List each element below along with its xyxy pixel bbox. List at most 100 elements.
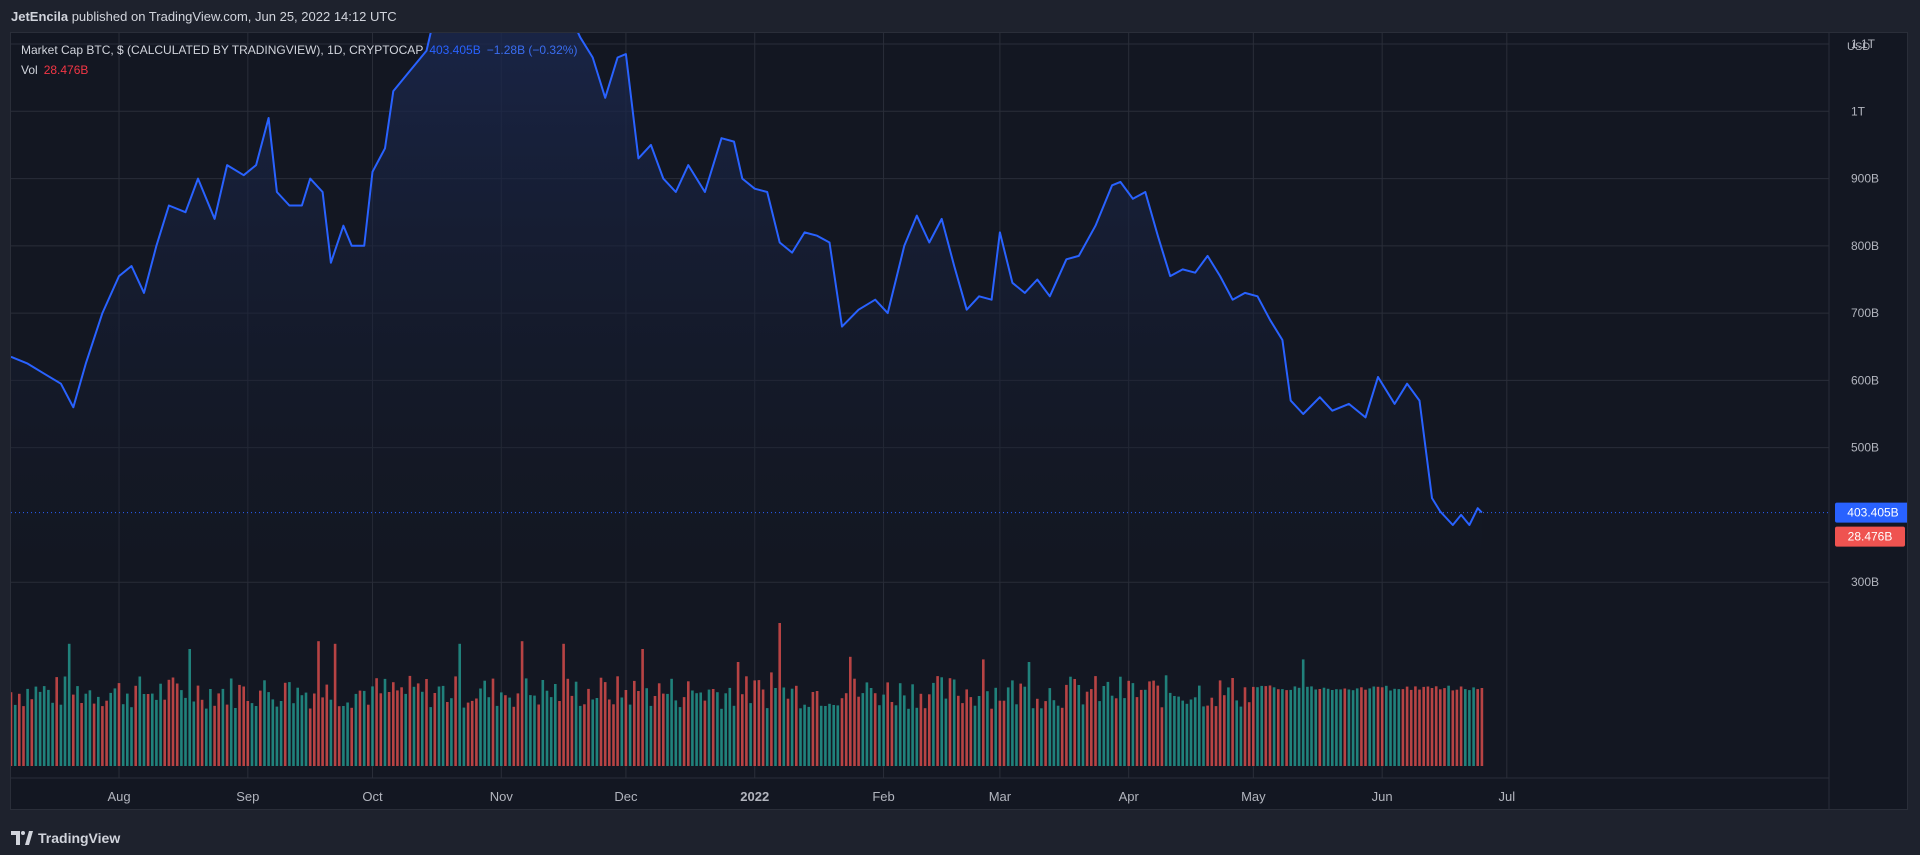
volume-bar — [670, 678, 673, 766]
volume-bar — [1110, 695, 1114, 766]
volume-bar — [267, 692, 270, 766]
volume-bar — [1060, 707, 1064, 766]
volume-bar — [313, 693, 316, 766]
volume-bar — [1343, 688, 1347, 766]
volume-bar — [819, 705, 823, 766]
volume-bar — [549, 697, 553, 766]
x-tick-label: May — [1241, 789, 1266, 804]
volume-bar — [155, 699, 158, 766]
volume-bar — [595, 698, 599, 766]
volume-bar — [354, 693, 358, 766]
volume-bar — [1247, 702, 1251, 766]
volume-bar — [321, 697, 324, 766]
y-tick-label: 1T — [1851, 104, 1866, 118]
volume-bar — [894, 705, 898, 766]
volume-bar — [288, 682, 291, 766]
volume-bar — [1123, 698, 1126, 766]
volume-bar — [1235, 700, 1238, 766]
volume-bar — [188, 649, 191, 766]
volume-bar — [55, 677, 58, 766]
volume-bar — [159, 683, 162, 766]
volume-bar — [308, 708, 312, 766]
volume-bar — [657, 683, 661, 766]
market-cap-line[interactable] — [11, 33, 1483, 526]
volume-bar — [1306, 686, 1309, 766]
volume-bar — [1256, 687, 1259, 766]
volume-bar — [1202, 706, 1205, 766]
volume-bar — [1189, 699, 1193, 766]
volume-bar — [1069, 676, 1072, 766]
volume-bar — [753, 680, 756, 766]
volume-bar — [815, 691, 819, 766]
volume-bar — [1289, 689, 1292, 766]
volume-bar — [342, 706, 345, 766]
volume-bar — [1193, 697, 1197, 766]
legend-vol-label[interactable]: Vol — [21, 63, 38, 77]
volume-bar — [142, 694, 146, 766]
volume-bar — [1476, 689, 1479, 766]
volume-bar — [109, 692, 112, 766]
volume-bar — [745, 676, 748, 766]
tradingview-logo[interactable]: TradingView — [11, 828, 120, 848]
volume-bar — [1443, 688, 1446, 766]
volume-bar — [512, 706, 516, 766]
tradingview-logo-icon — [11, 831, 33, 845]
volume-bar — [246, 701, 250, 766]
volume-bar — [1185, 703, 1189, 766]
volume-bar — [387, 692, 391, 766]
volume-bar — [491, 678, 495, 766]
x-tick-label: Jul — [1498, 789, 1515, 804]
volume-bar — [628, 704, 632, 766]
volume-bar — [886, 682, 889, 766]
volume-bar — [1081, 704, 1085, 766]
volume-bar — [1177, 696, 1180, 766]
volume-bar — [1376, 686, 1380, 766]
legend-title[interactable]: Market Cap BTC, $ (CALCULATED BY TRADING… — [21, 43, 424, 57]
volume-bar — [824, 706, 827, 766]
volume-bar — [741, 694, 744, 766]
volume-bar — [67, 643, 71, 766]
volume-bar — [80, 703, 83, 766]
volume-bar — [1156, 685, 1160, 766]
volume-bar — [105, 700, 108, 766]
volume-bar — [1243, 687, 1247, 766]
publish-info: JetEncila published on TradingView.com, … — [11, 9, 397, 24]
volume-bar — [869, 688, 873, 766]
volume-bar — [317, 641, 320, 766]
volume-bar — [200, 699, 204, 766]
volume-bar — [1090, 689, 1093, 766]
chart-frame[interactable]: 1.3T1.2T1.1T1T900B800B700B600B500B300BUS… — [10, 32, 1908, 810]
volume-bar — [350, 707, 353, 766]
volume-bar — [367, 704, 370, 766]
legend-vol-row: Vol 28.476B — [21, 60, 577, 80]
volume-bar — [1135, 697, 1139, 766]
volume-bar — [707, 689, 711, 766]
volume-bar — [1393, 688, 1396, 766]
volume-bar — [832, 705, 835, 766]
author-name[interactable]: JetEncila — [11, 9, 69, 24]
volume-bar — [1414, 686, 1417, 766]
volume-bar — [603, 682, 607, 766]
volume-bar — [778, 623, 781, 766]
volume-bar — [225, 704, 229, 766]
x-tick-label: Aug — [107, 789, 130, 804]
volume-bar — [1326, 688, 1330, 766]
volume-bar — [774, 688, 777, 766]
volume-bar — [911, 684, 914, 766]
volume-bar — [516, 693, 520, 766]
volume-bar — [1434, 686, 1438, 766]
volume-bar — [329, 699, 333, 766]
volume-bar — [583, 704, 586, 766]
volume-bar — [11, 692, 13, 766]
volume-bar — [616, 676, 619, 766]
volume-bar — [1455, 689, 1459, 766]
volume-bar — [483, 680, 486, 766]
price-axis-panel[interactable] — [1829, 33, 1908, 810]
volume-bar — [487, 697, 491, 766]
volume-bar — [687, 681, 690, 766]
volume-bar — [711, 689, 715, 766]
volume-bar — [1119, 676, 1122, 766]
chart-canvas[interactable]: 1.3T1.2T1.1T1T900B800B700B600B500B300BUS… — [11, 33, 1908, 810]
volume-bar — [1293, 686, 1297, 766]
y-tick-label: 800B — [1851, 239, 1879, 253]
